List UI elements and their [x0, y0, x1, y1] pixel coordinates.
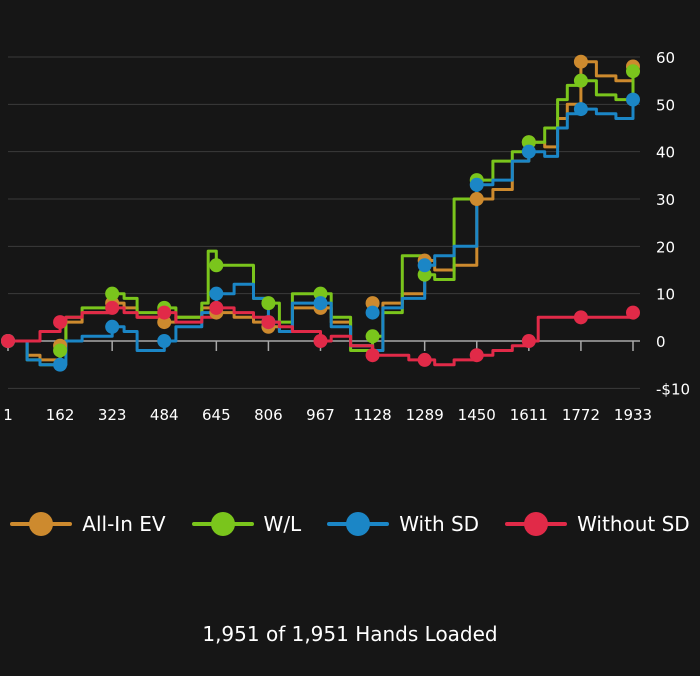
data-point-marker[interactable]: [573, 310, 588, 325]
chart-legend: All-In EV W/L With SD Without SD: [0, 512, 700, 536]
x-tick-label: 1128: [353, 406, 391, 424]
y-tick-label: 50: [656, 96, 675, 114]
data-point-marker[interactable]: [53, 357, 68, 372]
data-point-marker[interactable]: [313, 296, 328, 311]
series-layer: [6, 60, 635, 367]
data-point-marker[interactable]: [626, 92, 640, 107]
y-tick-label: 40: [656, 144, 675, 162]
data-point-marker[interactable]: [157, 334, 172, 348]
series-line-with-sd: [6, 98, 635, 367]
legend-label-all-in-ev: All-In EV: [82, 512, 166, 536]
data-point-marker[interactable]: [105, 300, 120, 315]
data-point-marker[interactable]: [626, 64, 640, 79]
x-tick-label: 1611: [510, 406, 548, 424]
legend-swatch-dot: [524, 512, 549, 536]
x-tick-label: 484: [150, 406, 179, 424]
data-point-marker[interactable]: [209, 258, 224, 273]
marker-layer: [1, 54, 640, 372]
y-tick-label: 30: [656, 191, 675, 209]
legend-swatch-dot: [210, 512, 235, 536]
x-tick-label: 967: [306, 406, 335, 424]
legend-swatch-with-sd: [327, 512, 390, 536]
data-point-marker[interactable]: [261, 315, 276, 330]
data-point-marker[interactable]: [365, 305, 380, 320]
x-tick-label: 1: [3, 406, 13, 424]
data-point-marker[interactable]: [261, 296, 276, 311]
legend-label-without-sd: Without SD: [577, 512, 690, 536]
data-point-marker[interactable]: [105, 319, 120, 334]
data-point-marker[interactable]: [105, 286, 120, 301]
data-point-marker[interactable]: [469, 348, 484, 363]
data-point-marker[interactable]: [53, 315, 68, 330]
x-tick-label: 162: [46, 406, 75, 424]
legend-swatch-dot: [346, 512, 371, 536]
data-point-marker[interactable]: [53, 343, 68, 358]
data-point-marker[interactable]: [626, 305, 640, 320]
legend-swatch-without-sd: [505, 512, 568, 536]
x-axis-ticks: 1 162 323 484 645 806 967 1128 1289 1450 1611 1772 1…: [3, 406, 652, 424]
legend-item-with-sd[interactable]: With SD: [327, 512, 479, 536]
y-tick-label: 60: [656, 49, 675, 67]
data-point-marker[interactable]: [521, 144, 536, 159]
legend-item-without-sd[interactable]: Without SD: [505, 512, 690, 536]
data-point-marker[interactable]: [417, 352, 432, 367]
data-point-marker[interactable]: [573, 73, 588, 88]
x-tick-label: 1450: [458, 406, 496, 424]
y-axis-ticks: 60 50 40 30 20 10 0 -$10: [656, 49, 690, 398]
y-tick-label: -$10: [656, 380, 690, 398]
legend-item-wl[interactable]: W/L: [191, 512, 302, 536]
data-point-marker[interactable]: [573, 54, 588, 69]
x-tick-label: 645: [202, 406, 231, 424]
data-point-marker[interactable]: [209, 300, 224, 315]
x-tick-label: 1933: [614, 406, 652, 424]
data-point-marker[interactable]: [313, 334, 328, 348]
data-point-marker[interactable]: [469, 192, 484, 206]
x-tick-label: 806: [254, 406, 283, 424]
data-point-marker[interactable]: [1, 334, 15, 348]
data-point-marker[interactable]: [365, 329, 380, 344]
x-tick-label: 1772: [562, 406, 600, 424]
legend-swatch-dot: [29, 512, 54, 536]
x-tick-label: 323: [98, 406, 127, 424]
data-point-marker[interactable]: [417, 258, 432, 273]
data-point-marker[interactable]: [469, 177, 484, 192]
legend-swatch-all-in-ev: [10, 512, 73, 536]
y-tick-label: 20: [656, 238, 675, 256]
y-tick-label: 10: [656, 286, 675, 304]
hand-chart: 60 50 40 30 20 10 0 -$10 1 162 323 484 645 806 967 112…: [1, 49, 690, 424]
legend-label-with-sd: With SD: [399, 512, 480, 536]
data-point-marker[interactable]: [365, 348, 380, 363]
data-point-marker[interactable]: [521, 334, 536, 348]
x-tick-label: 1289: [406, 406, 444, 424]
legend-label-wl: W/L: [263, 512, 302, 536]
hands-loaded-status: 1,951 of 1,951 Hands Loaded: [202, 622, 498, 646]
data-point-marker[interactable]: [573, 102, 588, 117]
legend-swatch-wl: [191, 512, 254, 536]
y-tick-label: 0: [656, 333, 666, 351]
data-point-marker[interactable]: [209, 286, 224, 301]
legend-item-all-in-ev[interactable]: All-In EV: [10, 512, 166, 536]
data-point-marker[interactable]: [157, 305, 172, 320]
series-line-all-in-ev: [6, 60, 635, 362]
